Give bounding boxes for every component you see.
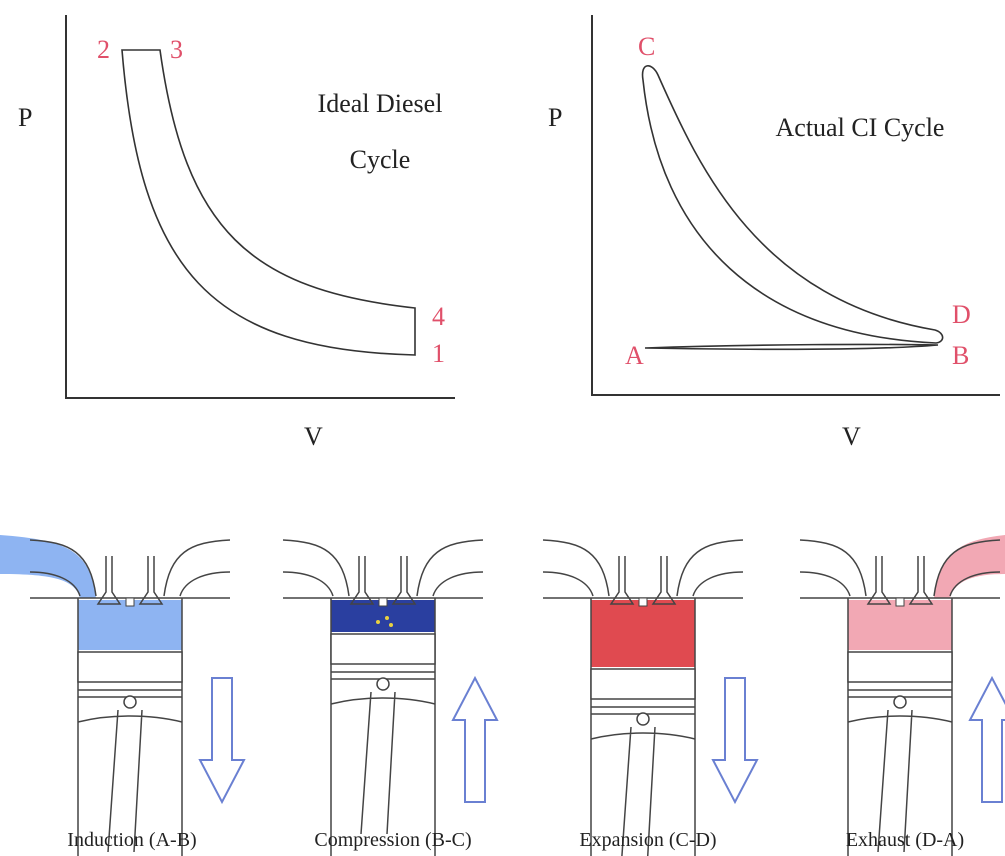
x-axis-label: V (842, 422, 861, 451)
point-label: B (952, 341, 969, 370)
cycle-curve (643, 66, 943, 343)
title: Cycle (350, 145, 411, 174)
point-label: 3 (170, 35, 183, 64)
title: Actual CI Cycle (776, 113, 945, 142)
point-label: 2 (97, 35, 110, 64)
stroke-caption: Induction (A-B) (67, 829, 196, 851)
y-axis-label: P (18, 103, 32, 132)
point-label: C (638, 32, 655, 61)
diagram: P V Ideal Diesel Cycle 2 3 4 1 P V Actua… (0, 0, 1005, 856)
x-axis-label: V (304, 422, 323, 451)
engine-induction (0, 535, 244, 856)
stroke-caption: Expansion (C-D) (579, 829, 716, 851)
title: Ideal Diesel (318, 89, 443, 118)
axes (592, 15, 1000, 395)
stroke-caption: Compression (B-C) (314, 829, 471, 851)
engine-compression (283, 540, 497, 856)
point-label: D (952, 300, 971, 329)
actual-ci-plot: P V Actual CI Cycle C D A B (548, 15, 1000, 451)
engine-exhaust (800, 535, 1005, 856)
intake-exhaust-loop (645, 344, 938, 349)
y-axis-label: P (548, 103, 562, 132)
point-label: A (625, 341, 644, 370)
engine-expansion (543, 540, 757, 856)
point-label: 4 (432, 302, 445, 331)
ideal-diesel-plot: P V Ideal Diesel Cycle 2 3 4 1 (18, 15, 455, 451)
point-label: 1 (432, 339, 445, 368)
stroke-caption: Exhaust (D-A) (846, 829, 964, 851)
